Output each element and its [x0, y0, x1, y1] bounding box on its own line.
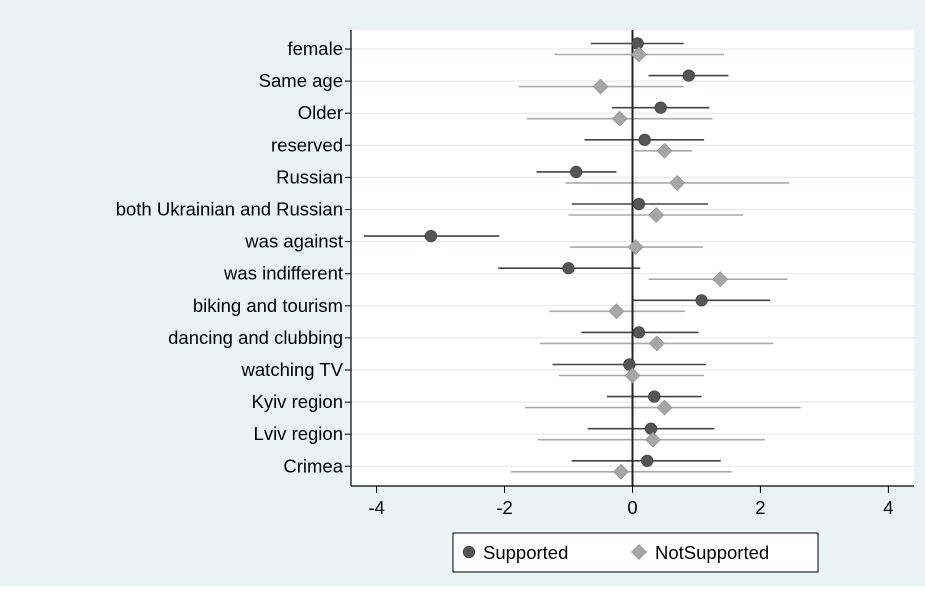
legend-label-notsupported: NotSupported: [655, 542, 769, 563]
x-tick-label: 4: [883, 497, 893, 518]
point-supported: [631, 37, 644, 50]
point-supported: [424, 230, 438, 243]
point-notsupported: [645, 431, 661, 448]
point-notsupported: [669, 174, 686, 191]
point-supported: [682, 69, 695, 82]
y-tick-label: biking and tourism: [193, 295, 343, 316]
legend-marker-supported: [462, 545, 476, 559]
point-notsupported: [592, 78, 609, 95]
point-supported: [638, 133, 651, 146]
point-supported: [570, 165, 583, 178]
x-tick-label: -4: [368, 497, 384, 518]
y-tick-label: Older: [298, 102, 343, 123]
point-supported: [632, 326, 645, 339]
y-tick-label: Russian: [276, 166, 343, 187]
point-supported: [623, 358, 636, 371]
point-notsupported: [630, 46, 647, 63]
point-supported: [654, 101, 667, 114]
y-tick-label: Kyiv region: [251, 391, 343, 412]
x-tick-label: -2: [496, 497, 512, 518]
axis-layer: female Same age Older reserved Russian both U…: [116, 30, 914, 518]
legend-label-supported: Supported: [483, 542, 568, 563]
point-notsupported: [656, 142, 673, 159]
y-tick-label: was against: [244, 231, 343, 252]
y-tick-label: was indifferent: [223, 263, 343, 284]
x-tick-label: 2: [755, 497, 765, 518]
y-tick-label: both Ukrainian and Russian: [116, 199, 343, 220]
point-supported: [695, 294, 708, 307]
point-notsupported: [611, 110, 628, 127]
point-notsupported: [627, 239, 644, 256]
point-notsupported: [648, 335, 665, 352]
legend: Supported NotSupported: [452, 532, 819, 573]
x-tick-label: 0: [627, 497, 637, 518]
y-tick-label: Crimea: [283, 455, 343, 476]
y-tick-label: Same age: [259, 70, 343, 91]
point-supported: [644, 422, 658, 435]
y-tick-label: female: [287, 38, 343, 59]
point-notsupported: [712, 271, 729, 288]
y-tick-label: dancing and clubbing: [168, 327, 343, 348]
point-notsupported: [613, 463, 629, 480]
point-notsupported: [648, 207, 665, 223]
y-tick-label: Lviv region: [254, 423, 343, 444]
point-supported: [641, 454, 654, 467]
y-tick-label: watching TV: [241, 359, 344, 380]
point-supported: [632, 197, 645, 211]
marker-layer: [424, 37, 729, 480]
point-supported: [648, 390, 661, 403]
point-notsupported: [608, 303, 625, 320]
y-tick-label: reserved: [271, 134, 343, 155]
point-notsupported: [624, 367, 641, 384]
point-supported: [562, 262, 575, 275]
legend-marker-notsupported: [631, 544, 647, 560]
point-notsupported: [656, 399, 673, 416]
